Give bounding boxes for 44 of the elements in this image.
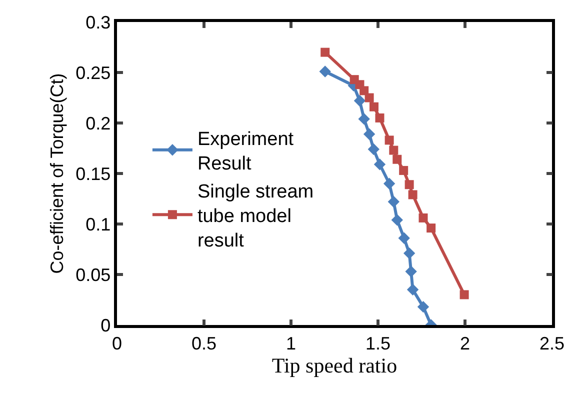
point: [370, 102, 378, 112]
point: [375, 113, 384, 122]
y-tick-label: 0: [100, 315, 111, 336]
point: [403, 247, 416, 260]
point: [374, 158, 386, 170]
point: [426, 224, 436, 233]
point: [408, 190, 418, 200]
point: [418, 213, 428, 222]
point: [405, 266, 417, 278]
point: [406, 284, 419, 296]
y-tick-label: 0.05: [76, 264, 111, 285]
point: [360, 86, 369, 96]
x-tick-label: 1: [286, 333, 296, 354]
point: [383, 178, 396, 190]
x-axis-title: Tip speed ratio: [272, 353, 398, 378]
legend-label: Experiment Result: [197, 128, 294, 175]
point: [404, 180, 414, 190]
legend-label: Single stream tube model result: [197, 181, 314, 252]
point: [384, 136, 394, 145]
y-tick-label: 0.15: [76, 164, 111, 184]
y-axis-title: Co-efficient of Torque(Ct): [46, 73, 67, 274]
x-tick-label: 2: [460, 333, 470, 354]
point: [364, 93, 374, 102]
y-tick-label: 0.2: [86, 113, 111, 134]
point: [460, 290, 469, 300]
point: [392, 154, 402, 164]
point: [399, 166, 408, 175]
point: [320, 48, 330, 57]
point: [398, 232, 410, 244]
x-tick-label: 1.5: [365, 333, 391, 354]
point: [319, 66, 331, 78]
y-tick-label: 0.25: [76, 62, 111, 83]
point: [363, 128, 376, 140]
point: [354, 94, 366, 107]
x-tick-label: 0.5: [191, 333, 217, 354]
y-tick-label: 0.3: [86, 12, 111, 32]
point: [368, 143, 380, 156]
point: [358, 113, 370, 125]
x-tick-label: 2.5: [539, 333, 565, 354]
point: [388, 196, 400, 208]
point: [389, 146, 398, 155]
y-tick-label: 0.1: [86, 214, 111, 234]
point: [417, 300, 430, 313]
point: [391, 214, 403, 226]
